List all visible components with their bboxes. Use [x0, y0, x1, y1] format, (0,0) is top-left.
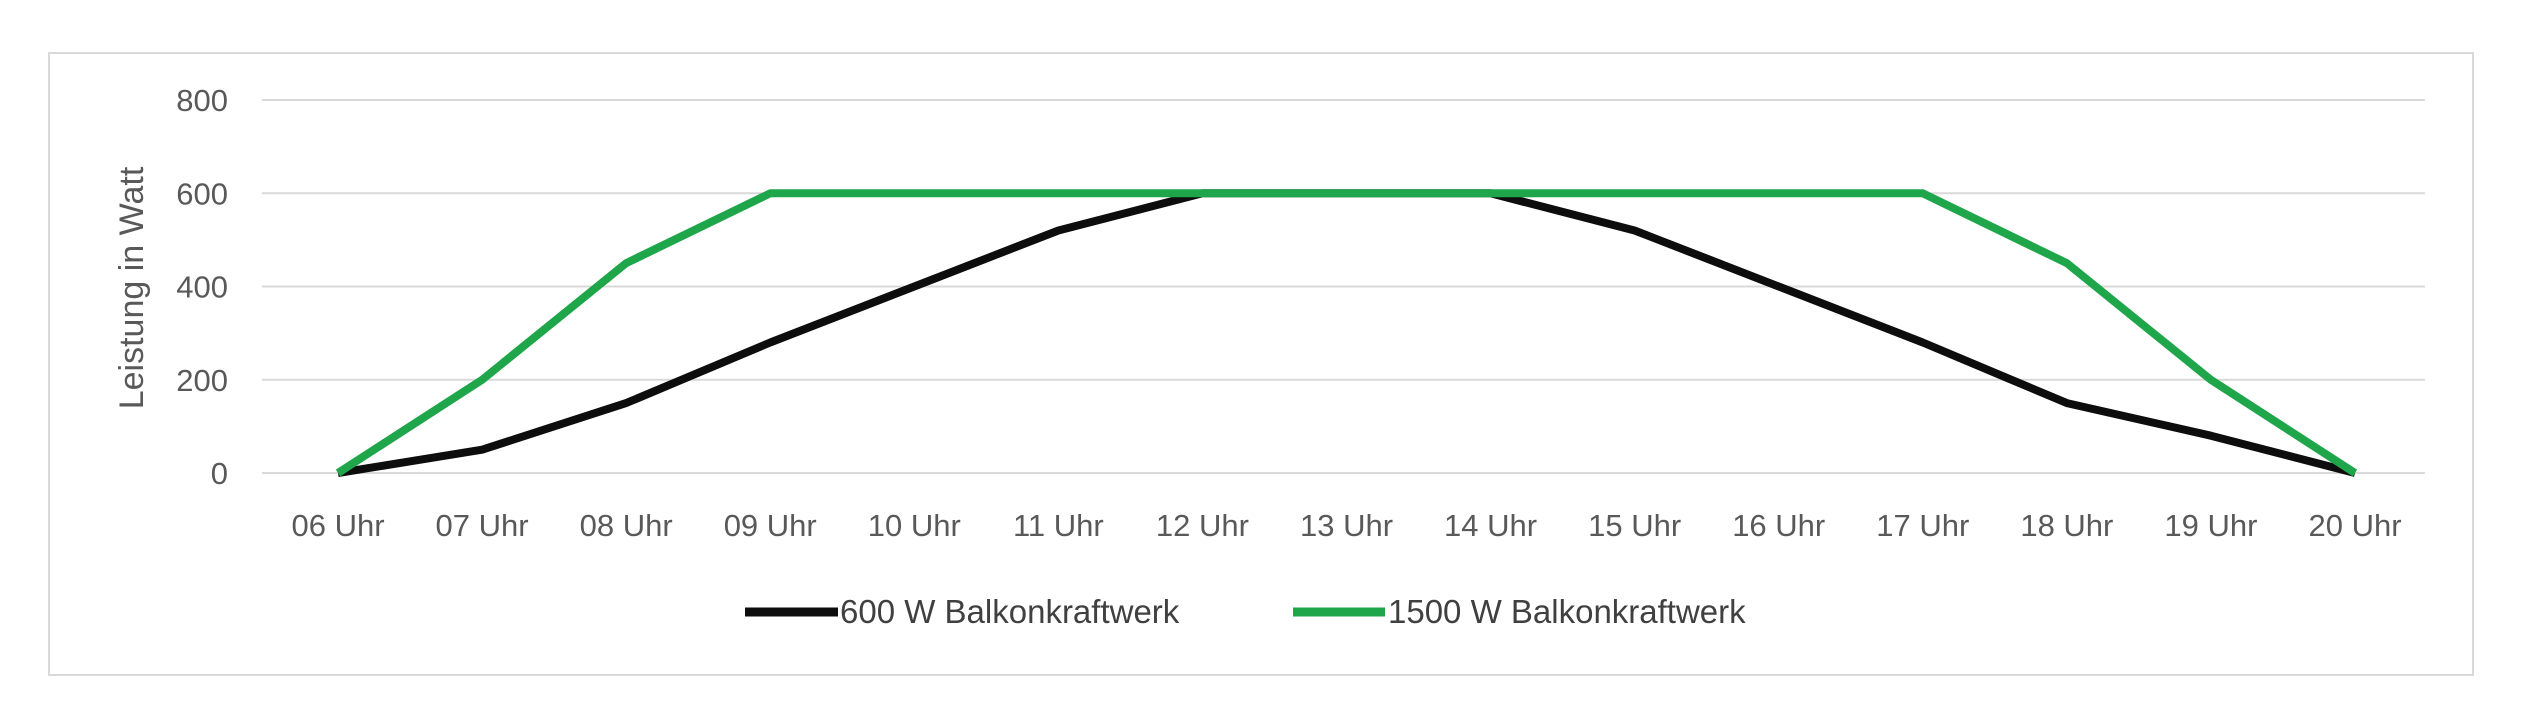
series-lines — [335, 189, 2358, 477]
series-line-2 — [335, 189, 2358, 477]
y-tick-label: 400 — [176, 270, 228, 305]
x-tick-label: 12 Uhr — [1156, 508, 1249, 543]
x-tick-label: 18 Uhr — [2020, 508, 2113, 543]
x-axis-tick-labels: 06 Uhr 07 Uhr 08 Uhr 09 Uhr 10 Uhr 11 Uhr 12 U… — [291, 508, 2401, 543]
x-tick-label: 14 Uhr — [1444, 508, 1537, 543]
x-tick-label: 19 Uhr — [2164, 508, 2257, 543]
gridlines — [262, 99, 2425, 474]
x-tick-label: 08 Uhr — [580, 508, 673, 543]
x-tick-label: 17 Uhr — [1876, 508, 1969, 543]
legend-label-2: 1500 W Balkonkraftwerk — [1388, 593, 1746, 630]
x-tick-label: 07 Uhr — [436, 508, 529, 543]
x-tick-label: 11 Uhr — [1013, 508, 1104, 543]
x-tick-label: 16 Uhr — [1732, 508, 1825, 543]
x-tick-label: 09 Uhr — [724, 508, 817, 543]
x-tick-label: 13 Uhr — [1300, 508, 1393, 543]
chart-frame — [48, 52, 2474, 676]
legend-label-1: 600 W Balkonkraftwerk — [840, 593, 1180, 630]
y-tick-label: 600 — [176, 176, 228, 211]
y-tick-label: 200 — [176, 363, 228, 398]
legend: 600 W Balkonkraftwerk 1500 W Balkonkraftw… — [745, 593, 1746, 630]
x-tick-label: 06 Uhr — [291, 508, 384, 543]
x-tick-label: 10 Uhr — [868, 508, 961, 543]
x-tick-label: 20 Uhr — [2308, 508, 2401, 543]
y-tick-label: 800 — [176, 83, 228, 118]
x-tick-label: 15 Uhr — [1588, 508, 1681, 543]
y-axis-title: Leistung in Watt — [113, 166, 151, 409]
y-axis-tick-labels: 0 200 400 600 800 — [176, 83, 228, 491]
y-tick-label: 0 — [211, 456, 228, 491]
series-line-1 — [337, 189, 2357, 477]
